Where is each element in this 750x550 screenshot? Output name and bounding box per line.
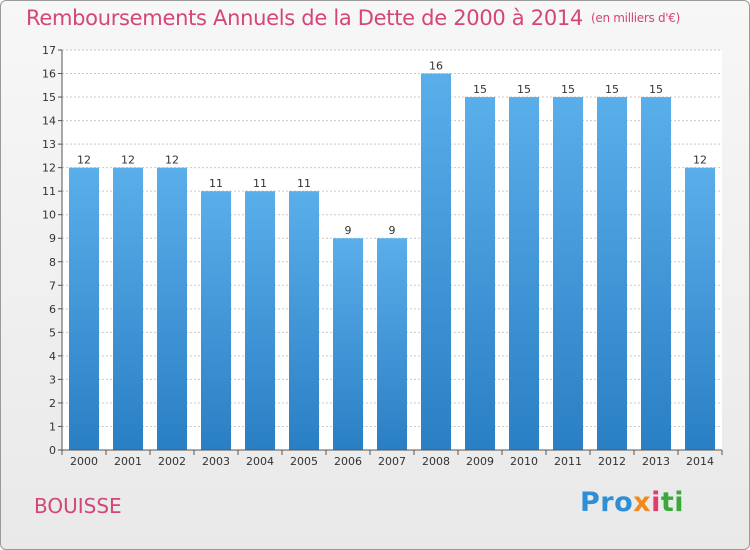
x-tick-label: 2003	[202, 455, 230, 468]
bar-value-label: 15	[561, 83, 575, 96]
x-tick-label: 2007	[378, 455, 406, 468]
place-name: BOUISSE	[34, 494, 122, 518]
y-tick-label: 1	[49, 420, 56, 433]
bar-2006	[333, 238, 363, 450]
x-tick-label: 2008	[422, 455, 450, 468]
x-tick-label: 2012	[598, 455, 626, 468]
proxiti-logo[interactable]: Proxiti	[580, 487, 684, 518]
x-tick-label: 2011	[554, 455, 582, 468]
chart-unit: (en milliers d'€)	[591, 11, 681, 25]
bar-2001	[113, 167, 143, 450]
y-tick-label: 12	[42, 162, 56, 175]
bar-2007	[377, 238, 407, 450]
x-tick-label: 2013	[642, 455, 670, 468]
bar-value-label: 12	[165, 154, 179, 167]
bar-2008	[421, 73, 451, 450]
y-tick-label: 4	[49, 350, 56, 363]
y-tick-label: 9	[49, 232, 56, 245]
bar-2009	[465, 97, 495, 450]
y-tick-label: 10	[42, 209, 56, 222]
x-tick-label: 2004	[246, 455, 274, 468]
y-tick-label: 8	[49, 256, 56, 269]
bar-2005	[289, 191, 319, 451]
bar-2003	[201, 191, 231, 451]
bar-value-label: 12	[693, 154, 707, 167]
x-tick-label: 2005	[290, 455, 318, 468]
bar-value-label: 11	[297, 177, 311, 190]
bar-value-label: 12	[121, 154, 135, 167]
x-tick-label: 2010	[510, 455, 538, 468]
bar-2013	[641, 97, 671, 450]
bar-value-label: 15	[517, 83, 531, 96]
y-tick-label: 2	[49, 397, 56, 410]
logo-part-1: Pro	[580, 487, 634, 518]
bar-value-label: 15	[605, 83, 619, 96]
bar-value-label: 12	[77, 154, 91, 167]
logo-part-2: x	[633, 487, 652, 518]
logo-part-3: i	[651, 487, 661, 518]
y-tick-label: 7	[49, 279, 56, 292]
bar-value-label: 11	[209, 177, 223, 190]
bar-value-label: 15	[473, 83, 487, 96]
y-tick-label: 15	[42, 91, 56, 104]
y-tick-label: 16	[42, 68, 56, 81]
bar-value-label: 15	[649, 83, 663, 96]
chart-title-text: Remboursements Annuels de la Dette de 20…	[26, 6, 583, 30]
x-tick-label: 2002	[158, 455, 186, 468]
bar-2014	[685, 167, 715, 450]
y-tick-label: 17	[42, 44, 56, 57]
x-tick-label: 2001	[114, 455, 142, 468]
x-tick-label: 2009	[466, 455, 494, 468]
y-tick-label: 0	[49, 444, 56, 457]
bar-2010	[509, 97, 539, 450]
bar-2002	[157, 167, 187, 450]
y-tick-label: 13	[42, 138, 56, 151]
bar-2012	[597, 97, 627, 450]
bar-value-label: 11	[253, 177, 267, 190]
x-tick-label: 2006	[334, 455, 362, 468]
bar-2011	[553, 97, 583, 450]
bar-value-label: 16	[429, 60, 443, 73]
bar-2004	[245, 191, 275, 451]
x-tick-label: 2014	[686, 455, 714, 468]
y-tick-label: 14	[42, 115, 56, 128]
y-tick-label: 3	[49, 373, 56, 386]
y-tick-label: 6	[49, 303, 56, 316]
x-tick-label: 2000	[70, 455, 98, 468]
logo-part-4: ti	[660, 487, 685, 518]
bar-value-label: 9	[389, 224, 396, 237]
chart-title: Remboursements Annuels de la Dette de 20…	[26, 6, 680, 30]
bar-value-label: 9	[345, 224, 352, 237]
y-tick-label: 11	[42, 185, 56, 198]
y-tick-label: 5	[49, 326, 56, 339]
bar-2000	[69, 167, 99, 450]
